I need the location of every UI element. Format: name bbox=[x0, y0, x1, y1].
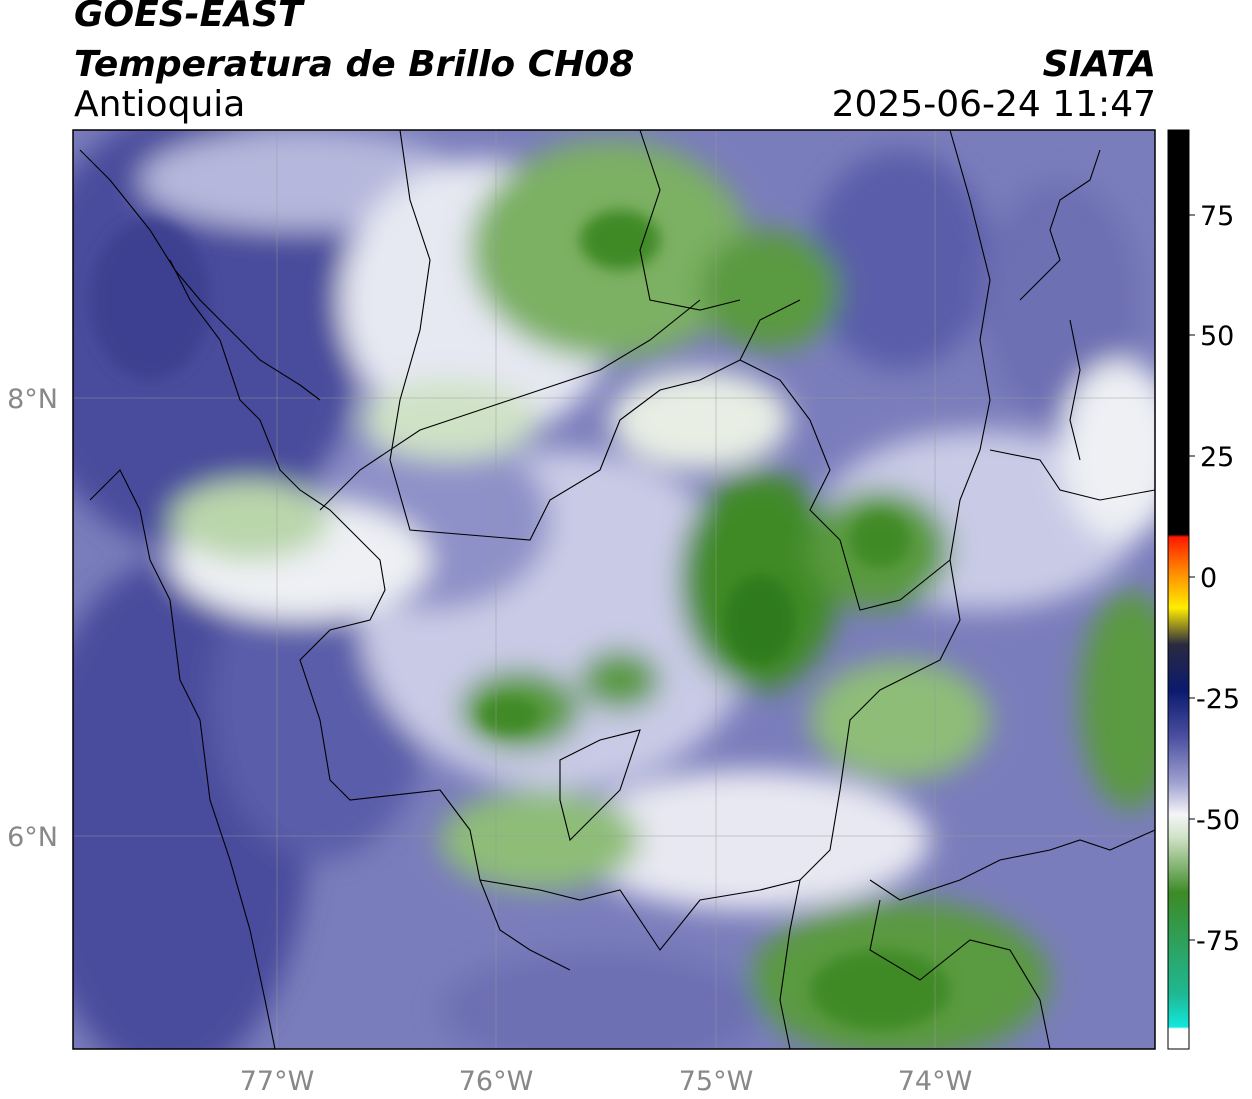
lon-tick-74w: 74°W bbox=[898, 1066, 973, 1097]
colorbar-tick-neg75: -75 bbox=[1196, 926, 1240, 957]
colorbar-tick-50: 50 bbox=[1200, 321, 1234, 352]
lon-tick-75w: 75°W bbox=[679, 1066, 754, 1097]
satellite-title: GOES-EAST bbox=[74, 0, 303, 35]
colorbar-tick-75: 75 bbox=[1200, 201, 1234, 232]
region-label: Antioquia bbox=[74, 84, 246, 125]
boundaries bbox=[79, 130, 1155, 1049]
map-frame bbox=[72, 129, 1156, 1050]
colorbar-ramp bbox=[1167, 129, 1190, 1050]
temperature-field bbox=[73, 130, 1155, 1049]
lat-tick-8n: 8°N bbox=[7, 384, 58, 415]
datetime-label: 2025-06-24 11:47 bbox=[831, 84, 1156, 125]
product-title: Temperatura de Brillo CH08 bbox=[74, 44, 635, 85]
colorbar-tick-0: 0 bbox=[1200, 563, 1217, 594]
lon-tick-76w: 76°W bbox=[459, 1066, 534, 1097]
colorbar-tick-neg25: -25 bbox=[1196, 684, 1240, 715]
lat-tick-6n: 6°N bbox=[7, 822, 58, 853]
colorbar-tick-neg50: -50 bbox=[1196, 805, 1240, 836]
colorbar: 75 50 25 0 -25 -50 -75 bbox=[1167, 129, 1240, 1050]
lon-tick-77w: 77°W bbox=[240, 1066, 315, 1097]
colorbar-tick-25: 25 bbox=[1200, 442, 1234, 473]
organization-label: SIATA bbox=[1042, 44, 1156, 85]
graticule bbox=[73, 130, 1155, 1049]
